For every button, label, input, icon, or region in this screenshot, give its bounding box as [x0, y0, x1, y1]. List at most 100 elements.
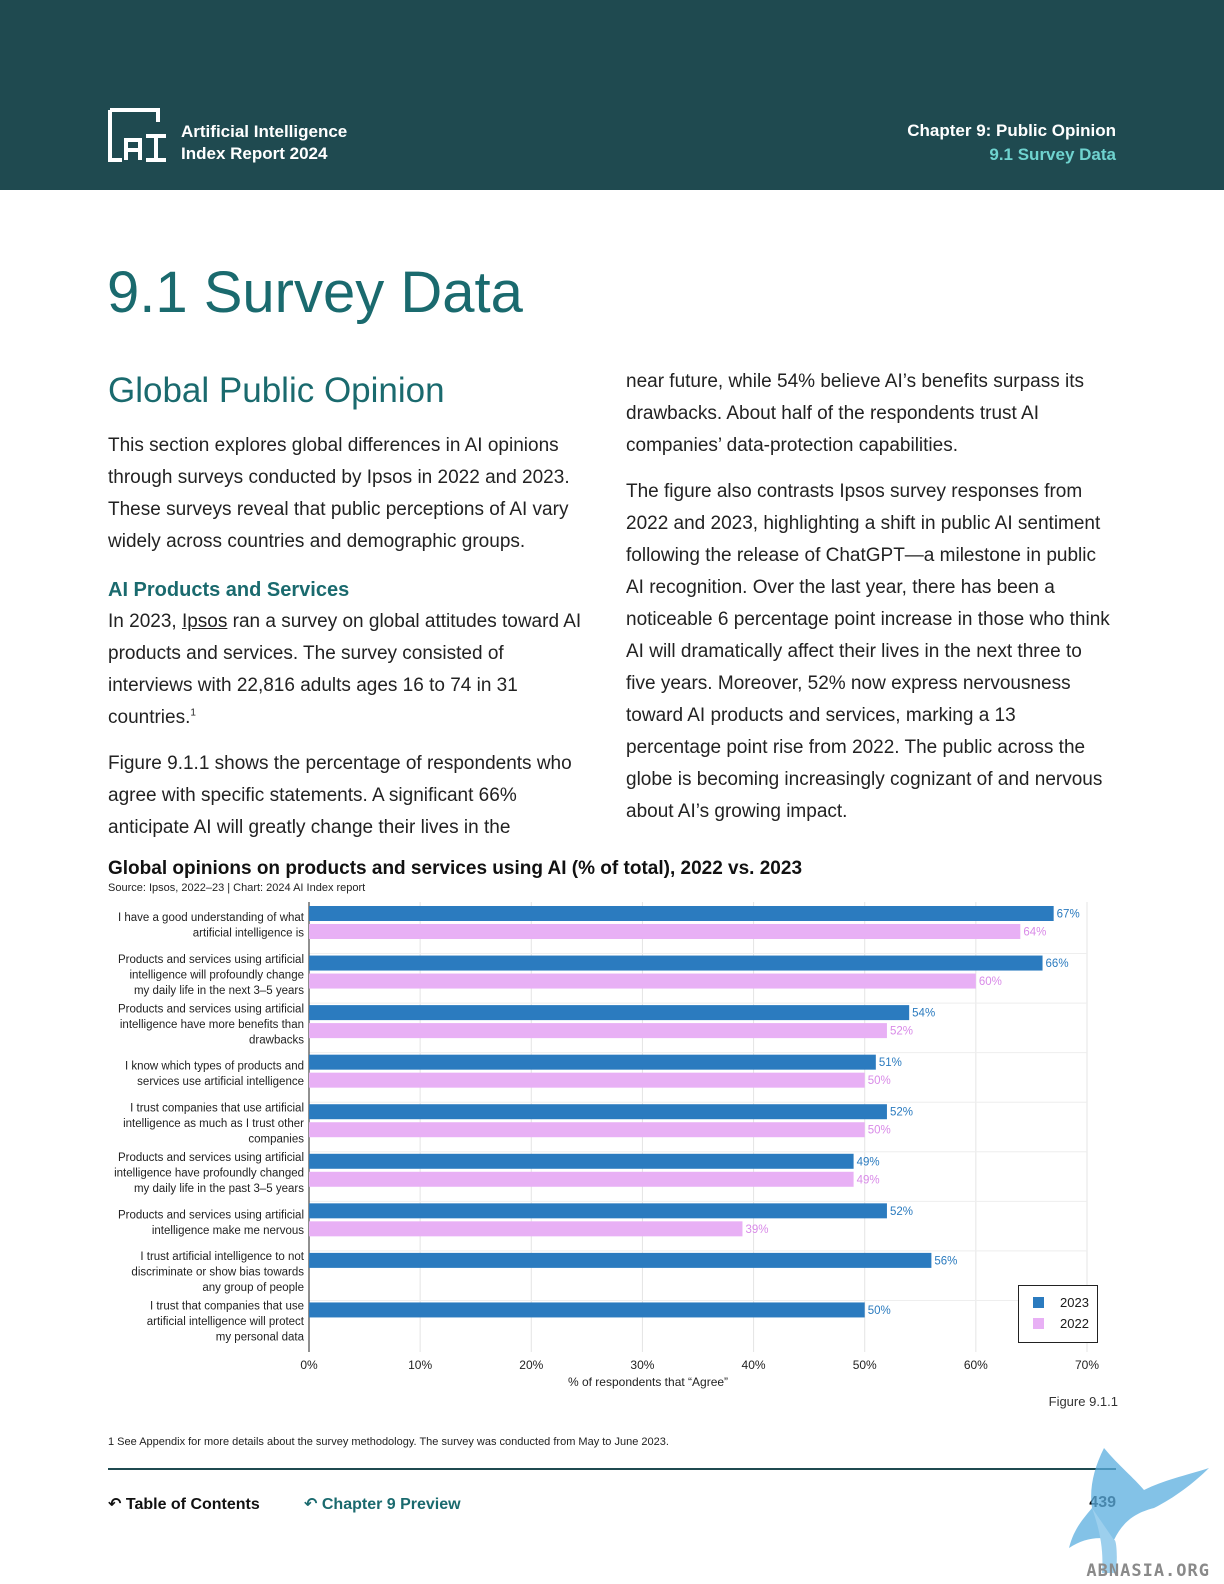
category-label: artificial intelligence will protect: [147, 1316, 305, 1328]
data-label-2022: 39%: [745, 1224, 768, 1236]
chart-title: Global opinions on products and services…: [108, 858, 803, 879]
bar-2022: [309, 1221, 743, 1237]
bar-2022: [309, 1122, 865, 1138]
page-title: 9.1 Survey Data: [107, 260, 523, 325]
header-banner: Artificial Intelligence Index Report 202…: [0, 0, 1224, 190]
category-label: my daily life in the past 3–5 years: [134, 1183, 304, 1195]
category-label: I trust companies that use artificial: [130, 1103, 304, 1115]
category-label: intelligence will profoundly change: [129, 969, 304, 981]
bar-2023: [309, 1153, 854, 1169]
toc-label: Table of Contents: [125, 1496, 260, 1513]
chart-source: Source: Ipsos, 2022–23 | Chart: 2024 AI …: [108, 882, 366, 894]
griffin-watermark-icon: [1069, 1448, 1209, 1573]
data-label-2022: 52%: [890, 1026, 913, 1038]
data-label-2023: 51%: [879, 1057, 902, 1069]
subsection-heading: AI Products and Services: [108, 579, 350, 601]
data-label-2023: 52%: [890, 1206, 913, 1218]
section-heading: Global Public Opinion: [108, 371, 445, 410]
legend-swatch-2022: [1033, 1317, 1044, 1329]
category-label: services use artificial intelligence: [137, 1076, 304, 1088]
x-tick-label: 20%: [519, 1358, 543, 1372]
bar-2022: [309, 924, 1021, 939]
bar-2023: [309, 1302, 865, 1318]
category-label: Products and services using artificial: [118, 1152, 304, 1164]
ai-index-logo-icon: [108, 108, 166, 162]
report-name-line1: Artificial Intelligence: [181, 122, 348, 141]
footer-divider: [108, 1468, 1116, 1470]
figure-paragraph: Figure 9.1.1 shows the percentage of res…: [108, 753, 572, 838]
category-label: intelligence have more benefits than: [120, 1019, 304, 1031]
data-label-2022: 60%: [979, 976, 1002, 988]
x-axis-label: % of respondents that “Agree”: [568, 1375, 728, 1389]
bar-2023: [309, 955, 1043, 971]
chapter-breadcrumb: Chapter 9: Public Opinion 9.1 Survey Dat…: [907, 119, 1116, 167]
category-label: companies: [248, 1134, 304, 1146]
category-label: intelligence make me nervous: [152, 1225, 304, 1237]
survey-text-end: ran a survey on global attitudes toward …: [108, 611, 582, 728]
chapter-title[interactable]: Chapter 9: Public Opinion: [907, 121, 1116, 140]
category-label: I know which types of products and: [125, 1061, 304, 1073]
category-label: intelligence as much as I trust other: [123, 1118, 304, 1130]
x-tick-label: 0%: [300, 1358, 318, 1372]
category-label: I have a good understanding of what: [118, 912, 305, 924]
data-label-2023: 52%: [890, 1107, 913, 1119]
right-column: near future, while 54% believe AI’s bene…: [626, 366, 1111, 842]
category-label: I trust artificial intelligence to not: [140, 1251, 304, 1263]
x-tick-label: 60%: [964, 1358, 988, 1372]
contrast-paragraph: The figure also contrasts Ipsos survey r…: [626, 481, 1110, 822]
category-label: Products and services using artificial: [118, 1003, 304, 1015]
x-tick-label: 10%: [408, 1358, 432, 1372]
survey-text-start: In 2023,: [108, 611, 182, 632]
bar-2022: [309, 1072, 865, 1088]
table-of-contents-link[interactable]: ↶ Table of Contents: [108, 1494, 260, 1514]
legend-swatch-2023: [1033, 1296, 1044, 1308]
bar-2023: [309, 906, 1054, 921]
bar-2023: [309, 1203, 887, 1219]
legend-item-2023: 2023: [1033, 1292, 1089, 1312]
bar-2022: [309, 1023, 887, 1039]
x-tick-label: 50%: [853, 1358, 877, 1372]
bar-2023: [309, 1104, 887, 1120]
intro-paragraph: This section explores global differences…: [108, 435, 570, 552]
data-label-2023: 56%: [934, 1255, 957, 1267]
category-label: my daily life in the next 3–5 years: [134, 985, 304, 997]
x-tick-label: 70%: [1075, 1358, 1099, 1372]
return-arrow-icon: ↶: [108, 1496, 122, 1513]
data-label-2023: 67%: [1057, 909, 1080, 921]
bar-2023: [309, 1054, 876, 1070]
bar-2023: [309, 1005, 910, 1021]
legend-label-2023: 2023: [1060, 1294, 1089, 1310]
data-label-2022: 50%: [868, 1125, 891, 1137]
chapter-preview-label: Chapter 9 Preview: [321, 1496, 461, 1513]
data-label-2022: 49%: [857, 1174, 880, 1186]
bar-2023: [309, 1252, 932, 1268]
legend-label-2022: 2022: [1060, 1315, 1089, 1331]
category-label: I trust that companies that use: [150, 1301, 304, 1313]
category-label: my personal data: [216, 1332, 305, 1344]
watermark-text: ABNASIA.ORG: [1086, 1561, 1210, 1581]
figure-label: Figure 9.1.1: [1048, 1394, 1118, 1409]
footnote: 1 See Appendix for more details about th…: [108, 1436, 669, 1448]
x-tick-label: 40%: [742, 1358, 766, 1372]
data-label-2023: 50%: [868, 1305, 891, 1317]
category-label: artificial intelligence is: [193, 928, 304, 940]
left-column: Global Public Opinion This section explo…: [108, 368, 593, 858]
data-label-2023: 66%: [1046, 958, 1069, 970]
report-name: Artificial Intelligence Index Report 202…: [181, 121, 347, 165]
footnote-ref: 1: [190, 707, 196, 719]
data-label-2022: 50%: [868, 1075, 891, 1087]
survey-paragraph: In 2023, Ipsos ran a survey on global at…: [108, 606, 593, 734]
category-label: drawbacks: [249, 1034, 304, 1046]
legend-item-2022: 2022: [1033, 1313, 1089, 1333]
section-title[interactable]: 9.1 Survey Data: [989, 145, 1116, 164]
bar-2022: [309, 1171, 854, 1187]
report-name-line2: Index Report 2024: [181, 144, 328, 163]
return-arrow-icon: ↶: [304, 1496, 318, 1513]
category-label: any group of people: [202, 1282, 304, 1294]
x-tick-label: 30%: [630, 1358, 654, 1372]
data-label-2023: 49%: [857, 1156, 880, 1168]
ipsos-link[interactable]: Ipsos: [181, 611, 228, 632]
chapter-preview-link[interactable]: ↶ Chapter 9 Preview: [304, 1494, 461, 1514]
data-label-2022: 64%: [1023, 927, 1046, 939]
category-label: intelligence have profoundly changed: [114, 1168, 304, 1180]
